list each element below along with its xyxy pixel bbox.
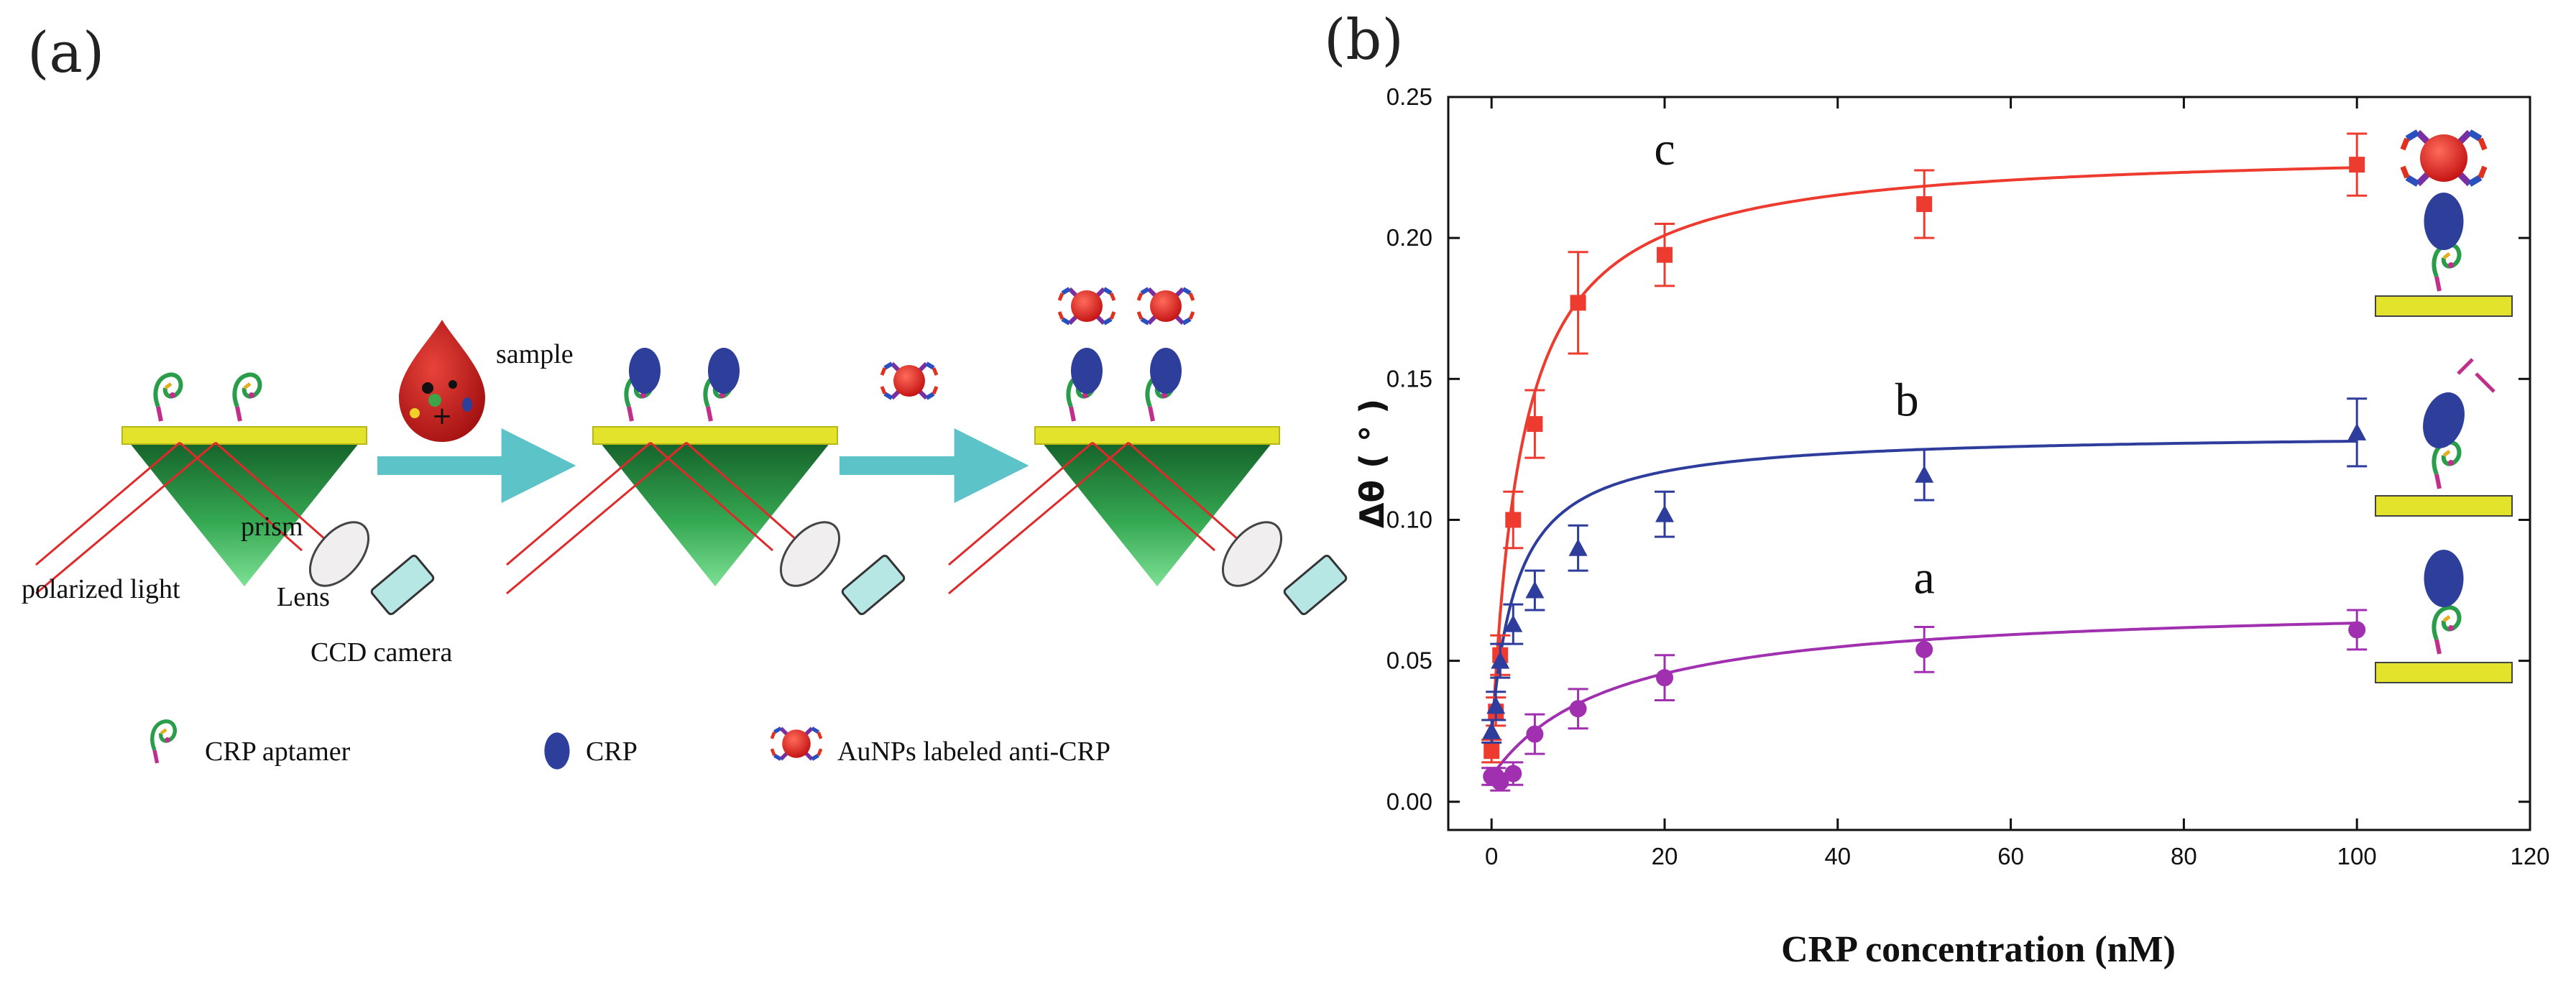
aptamer-icon [155, 374, 180, 421]
data-point-c [1505, 512, 1522, 528]
y-tick-label: 0.20 [1386, 224, 1432, 251]
fit-curves [1490, 166, 2358, 778]
aunp-antibody-icon [1059, 289, 1114, 323]
legend-aptamer-icon [152, 721, 175, 763]
binding-curve-chart: 0.00 0.05 0.10 0.15 0.20 0.25 0 20 40 60 80 100 120… [1353, 83, 2550, 970]
data-point-c [1657, 246, 1673, 263]
data-point-a [1491, 773, 1509, 791]
x-axis-label: CRP concentration (nM) [1781, 929, 2176, 970]
data-points [1481, 132, 2368, 792]
data-point-b [1504, 614, 1523, 632]
legend-aunp-antibody-icon [772, 728, 821, 759]
lens-label: Lens [277, 582, 330, 612]
x-tick-label: 60 [1997, 843, 2024, 869]
data-point-b [1568, 538, 1588, 556]
sample-drop: + [399, 320, 485, 442]
x-tick-label: 120 [2510, 843, 2549, 869]
panel-b: (b) 0.00 0.05 0.10 0.15 0.20 0.25 0 20 40 60 80 10… [1324, 8, 2550, 970]
series-label-b: b [1895, 374, 1919, 426]
prism-label: prism [241, 512, 303, 542]
data-point-c [1916, 196, 1933, 213]
fit-curve-c [1490, 166, 2358, 752]
crp-icon [708, 348, 740, 394]
sample-label: sample [496, 339, 574, 369]
legend-crp-icon [544, 732, 570, 770]
aptamer-icon [234, 374, 259, 421]
x-tick-label: 80 [2171, 843, 2197, 869]
series-labels: c b a [1654, 123, 1934, 604]
free-aunp-antibody-icon [882, 364, 937, 398]
data-point-a [2348, 621, 2366, 639]
fit-curve-b [1490, 440, 2358, 732]
data-point-a [1569, 700, 1587, 718]
x-tick-label: 100 [2337, 843, 2377, 869]
svg-text:+: + [432, 402, 453, 430]
x-tick-label: 40 [1824, 843, 1851, 869]
spr-setup-3 [947, 289, 1349, 617]
x-tick-label: 0 [1485, 843, 1498, 869]
y-tick-label: 0.25 [1386, 83, 1432, 110]
legend-aptamer-label: CRP aptamer [205, 737, 351, 767]
y-axis-label: Δθ ( ° ) [1353, 399, 1392, 528]
data-point-b [1491, 651, 1510, 669]
series-label-a: a [1914, 551, 1935, 604]
legend-crp-label: CRP [586, 737, 638, 767]
crp-icon [1071, 348, 1103, 394]
spr-setup-2 [505, 348, 907, 617]
ccd-camera-label: CCD camera [310, 637, 452, 668]
data-point-b [1915, 465, 1934, 483]
y-axis-ticks: 0.00 0.05 0.10 0.15 0.20 0.25 [1386, 83, 2530, 815]
data-point-a [1504, 765, 1522, 783]
panel-a-letter: (a) [27, 21, 104, 86]
plot-frame [1447, 96, 2531, 831]
data-point-b [1486, 696, 1506, 714]
fit-curve-a [1490, 622, 2358, 778]
legend-aunp-label: AuNPs labeled anti-CRP [837, 737, 1110, 767]
data-point-b [1482, 721, 1501, 739]
series-label-c: c [1654, 123, 1675, 175]
panel-a-legend: CRP aptamer CRP AuNPs labeled anti-CRP [152, 721, 1110, 770]
y-tick-label: 0.15 [1386, 365, 1432, 392]
y-tick-label: 0.00 [1386, 788, 1432, 815]
x-tick-label: 20 [1652, 843, 1678, 869]
y-tick-label: 0.05 [1386, 647, 1432, 674]
crp-icon [1150, 348, 1182, 394]
inset-c [2375, 132, 2513, 317]
data-point-c [1484, 743, 1500, 760]
x-axis-ticks: 0 20 40 60 80 100 120 [1485, 97, 2550, 869]
data-point-a [1656, 669, 1673, 687]
data-point-c [1527, 416, 1543, 433]
data-point-b [1655, 504, 1674, 522]
y-tick-label: 0.10 [1386, 506, 1432, 532]
data-point-a [1526, 725, 1544, 743]
panel-b-letter: (b) [1324, 8, 1404, 73]
polarized-light-label: polarized light [22, 574, 180, 604]
data-point-c [2349, 157, 2365, 173]
inset-a [2375, 550, 2513, 683]
data-point-c [1570, 295, 1586, 311]
data-point-b [1525, 581, 1545, 599]
crp-icon [629, 348, 661, 394]
data-point-a [1915, 640, 1933, 658]
data-point-b [2347, 423, 2367, 440]
inset-b [2375, 358, 2513, 517]
aunp-antibody-icon [1138, 289, 1193, 323]
panel-a: (a) prism polarized light Lens CCD camer… [22, 21, 1349, 770]
